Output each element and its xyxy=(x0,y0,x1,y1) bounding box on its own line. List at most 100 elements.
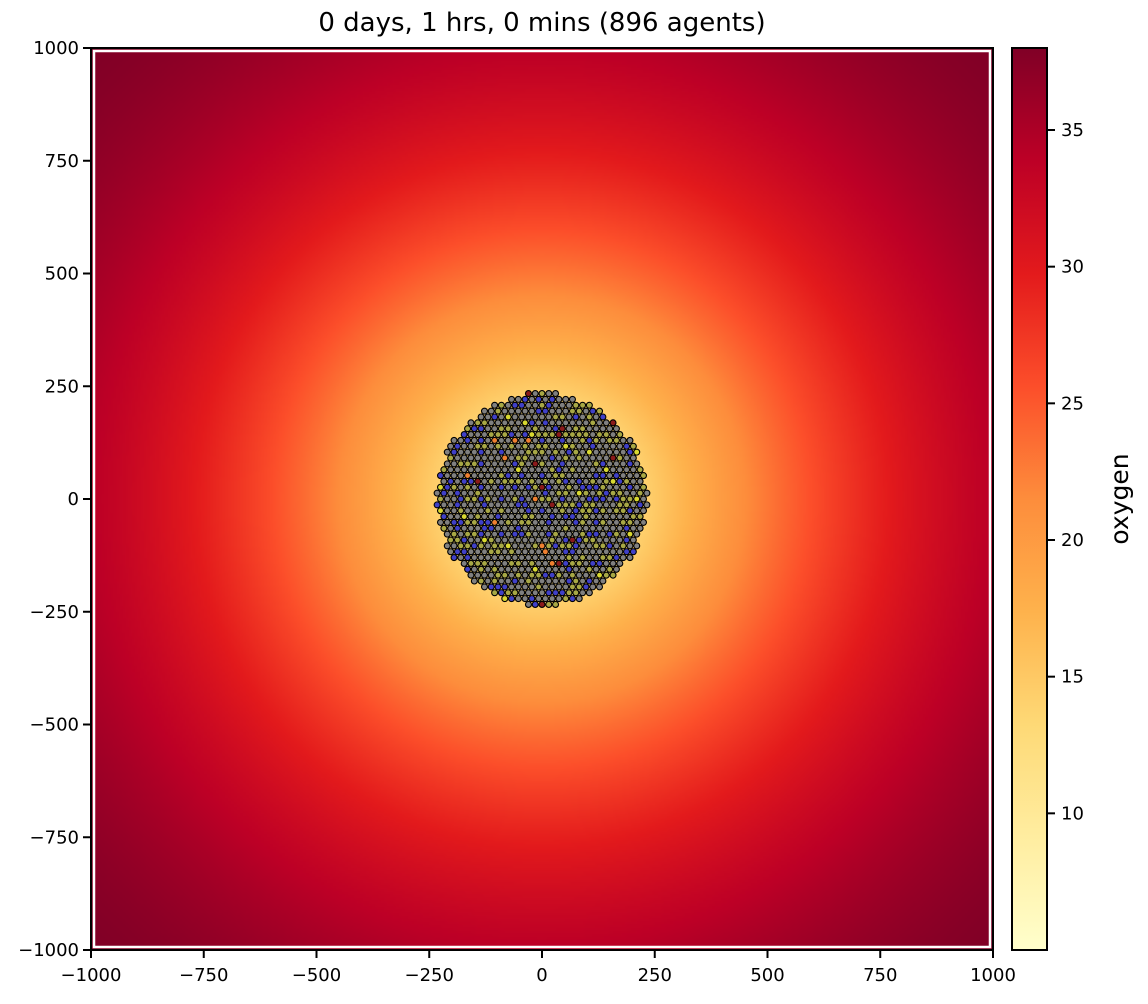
agent-cell xyxy=(511,577,519,585)
agent-cell xyxy=(453,489,461,497)
agent-cell xyxy=(538,589,546,597)
x-tick-label: −750 xyxy=(179,965,228,986)
agent-cell xyxy=(592,425,600,433)
agent-cell xyxy=(464,472,472,480)
agent-cell xyxy=(450,460,458,468)
agent-cell xyxy=(592,554,600,562)
y-tick-label: 1000 xyxy=(33,38,79,59)
agent-cell xyxy=(623,513,631,521)
agent-cell xyxy=(612,554,620,562)
agent-cell xyxy=(464,483,472,491)
agent-cell xyxy=(592,518,600,526)
agent-cell xyxy=(477,554,485,562)
agent-cell xyxy=(535,548,543,556)
agent-cell xyxy=(555,548,563,556)
agent-cell xyxy=(558,530,566,538)
agent-cell xyxy=(551,577,560,585)
agent-cell xyxy=(589,466,597,474)
agent-cell xyxy=(558,448,566,456)
agent-cell xyxy=(579,554,587,562)
agent-cell xyxy=(619,542,627,550)
agent-cell xyxy=(602,524,610,532)
agent-cell xyxy=(616,431,624,439)
agent-cell xyxy=(606,518,614,526)
agent-cell xyxy=(514,571,522,579)
agent-cell xyxy=(612,472,620,480)
agent-cell xyxy=(548,559,556,567)
agent-cell xyxy=(460,524,468,532)
agent-cell xyxy=(494,571,502,579)
agent-cell xyxy=(511,507,519,515)
agent-cell xyxy=(535,407,543,415)
agent-cell xyxy=(558,472,566,480)
agent-cell xyxy=(558,401,566,409)
agent-cell xyxy=(592,577,600,585)
agent-cell xyxy=(572,483,580,491)
agent-cell xyxy=(565,507,573,515)
agent-cell xyxy=(457,472,465,480)
agent-cell xyxy=(521,583,529,591)
agent-cell xyxy=(541,595,549,603)
agent-cell xyxy=(562,395,570,403)
agent-cell xyxy=(487,407,495,415)
agent-cell xyxy=(504,401,512,409)
agent-cell xyxy=(521,559,529,567)
agent-cell xyxy=(521,513,529,521)
agent-cell xyxy=(484,495,492,503)
agent-cell xyxy=(541,477,549,485)
agent-cell xyxy=(518,565,526,573)
agent-cell xyxy=(480,407,489,415)
agent-cell xyxy=(511,413,519,421)
agent-cell xyxy=(457,460,465,468)
agent-cell xyxy=(497,542,505,550)
agent-cell xyxy=(487,571,495,579)
agent-cell xyxy=(555,489,563,497)
agent-cell xyxy=(545,425,553,433)
agent-cell xyxy=(541,442,549,450)
agent-cell xyxy=(592,436,600,444)
agent-cell xyxy=(555,442,563,450)
agent-cell xyxy=(582,559,590,567)
agent-cell xyxy=(524,600,533,608)
agent-cell xyxy=(548,442,556,450)
agent-cell xyxy=(470,448,478,456)
agent-cell xyxy=(487,431,495,439)
agent-cell xyxy=(585,577,593,585)
agent-cell xyxy=(541,559,549,567)
agent-cell xyxy=(558,483,566,491)
agent-cell xyxy=(572,518,580,526)
agent-cell xyxy=(508,513,516,521)
agent-cell xyxy=(474,477,482,485)
agent-cell xyxy=(450,507,458,515)
agent-cell xyxy=(457,495,465,503)
agent-cell xyxy=(626,460,634,468)
agent-cell xyxy=(514,395,522,403)
agent-cell xyxy=(626,483,634,491)
agent-cells xyxy=(433,390,651,608)
agent-cell xyxy=(535,501,543,509)
agent-cell xyxy=(514,513,522,521)
agent-cell xyxy=(504,518,512,526)
agent-cell xyxy=(447,477,455,485)
agent-cell xyxy=(575,454,583,462)
agent-cell xyxy=(535,583,543,591)
agent-cell xyxy=(480,548,489,556)
agent-cell xyxy=(548,466,556,474)
agent-cell xyxy=(633,483,641,491)
agent-cell xyxy=(551,589,560,597)
agent-cell xyxy=(508,442,516,450)
agent-cell xyxy=(477,530,485,538)
agent-cell xyxy=(521,571,529,579)
agent-cell xyxy=(535,454,543,462)
agent-cell xyxy=(518,448,526,456)
agent-cell xyxy=(585,495,593,503)
agent-cell xyxy=(450,495,458,503)
agent-cell xyxy=(619,495,627,503)
agent-cell xyxy=(480,501,489,509)
agent-cell xyxy=(484,577,492,585)
agent-cell xyxy=(629,536,637,544)
agent-cell xyxy=(589,536,597,544)
agent-cell xyxy=(467,571,475,579)
agent-cell xyxy=(562,559,570,567)
agent-cell xyxy=(633,472,641,480)
